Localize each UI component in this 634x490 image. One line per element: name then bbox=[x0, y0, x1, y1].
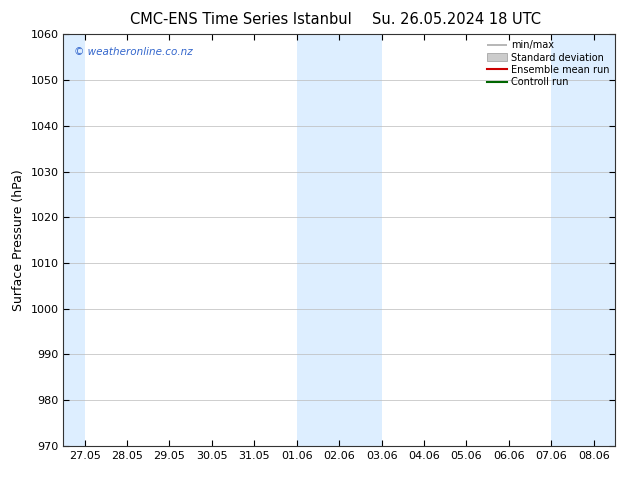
Y-axis label: Surface Pressure (hPa): Surface Pressure (hPa) bbox=[12, 169, 25, 311]
Bar bbox=[297, 34, 382, 446]
Bar bbox=[63, 34, 84, 446]
Legend: min/max, Standard deviation, Ensemble mean run, Controll run: min/max, Standard deviation, Ensemble me… bbox=[484, 37, 612, 90]
Text: Su. 26.05.2024 18 UTC: Su. 26.05.2024 18 UTC bbox=[372, 12, 541, 27]
Bar bbox=[552, 34, 615, 446]
Text: CMC-ENS Time Series Istanbul: CMC-ENS Time Series Istanbul bbox=[130, 12, 352, 27]
Text: © weatheronline.co.nz: © weatheronline.co.nz bbox=[74, 47, 193, 57]
